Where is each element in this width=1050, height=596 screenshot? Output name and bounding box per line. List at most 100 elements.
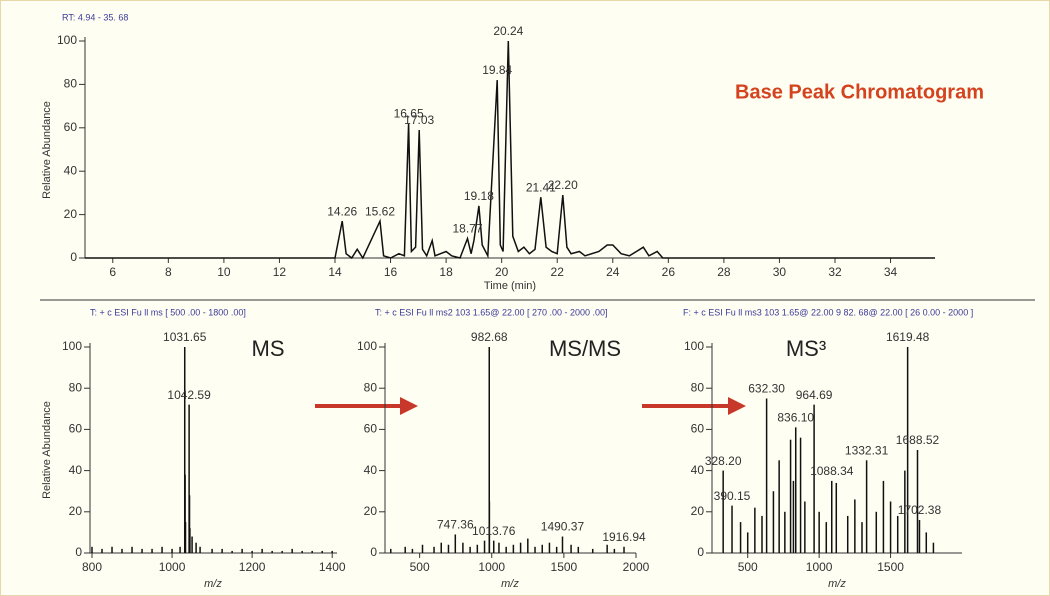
trace	[85, 40, 935, 260]
x-tick-label: 1500	[551, 560, 578, 574]
peak-label: 21.41	[526, 180, 556, 194]
x-tick-label: 32	[828, 265, 842, 279]
x-tick-label: 14	[328, 265, 342, 279]
peak-label: 1332.31	[845, 443, 889, 457]
y-tick-label: 0	[697, 545, 704, 559]
peak-label: 982.68	[471, 330, 508, 344]
peak-label: 1702.38	[898, 503, 942, 517]
peak-label: 1013.76	[472, 524, 516, 538]
chart: T: + c ESI Fu ll ms2 103 1.65@ 22.00 [ 2…	[357, 307, 650, 590]
peak-label: 1042.59	[167, 388, 211, 402]
x-tick-label: 10	[217, 265, 231, 279]
y-tick-label: 40	[691, 463, 705, 477]
chart-title: MS³	[786, 336, 826, 361]
chart: F: + c ESI Fu ll ms3 103 1.65@ 22.00 9 8…	[683, 307, 973, 590]
peak-label: 328.20	[705, 454, 742, 468]
x-tick-label: 800	[82, 560, 102, 574]
y-axis-label: Relative Abundance	[41, 101, 53, 199]
chart: T: + c ESI Fu ll ms [ 500 .00 - 1800 .00…	[41, 307, 346, 590]
y-tick-label: 0	[70, 250, 77, 264]
scan-header: RT: 4.94 - 35. 68	[62, 12, 128, 22]
x-tick-label: 1000	[806, 560, 833, 574]
y-tick-label: 20	[364, 504, 378, 518]
x-tick-label: 2000	[623, 560, 650, 574]
peak-label: 1088.34	[810, 464, 854, 478]
y-tick-label: 100	[62, 339, 82, 353]
peak-label: 1031.65	[163, 330, 207, 344]
x-tick-label: 24	[606, 265, 620, 279]
y-tick-label: 60	[364, 422, 378, 436]
peak-label: 1619.48	[886, 330, 930, 344]
y-tick-label: 60	[691, 422, 705, 436]
peak-label: 836.10	[777, 411, 814, 425]
peak-label: 20.24	[493, 24, 523, 38]
x-tick-label: 16	[384, 265, 398, 279]
arrow-head	[728, 397, 746, 415]
x-axis-label: m/z	[828, 578, 846, 590]
x-tick-label: 1000	[159, 560, 186, 574]
x-tick-label: 22	[551, 265, 565, 279]
y-tick-label: 20	[69, 504, 83, 518]
y-tick-label: 40	[64, 163, 78, 177]
x-tick-label: 500	[738, 560, 758, 574]
arrow-head	[400, 397, 418, 415]
peak-label: 18.77	[452, 222, 482, 236]
x-tick-label: 30	[773, 265, 787, 279]
chart: RT: 4.94 - 35. 68 Base Peak Chromatogram R…	[41, 12, 984, 292]
peak-label: 632.30	[748, 382, 785, 396]
y-tick-label: 80	[691, 380, 705, 394]
chart-title: MS	[252, 336, 285, 361]
y-tick-label: 40	[364, 463, 378, 477]
y-tick-label: 100	[57, 33, 77, 47]
peak-label: 22.20	[548, 178, 578, 192]
peak-label: 964.69	[796, 388, 833, 402]
y-tick-label: 100	[684, 339, 704, 353]
y-tick-label: 20	[691, 504, 705, 518]
x-tick-label: 28	[717, 265, 731, 279]
y-tick-label: 40	[69, 463, 83, 477]
x-tick-label: 1000	[478, 560, 505, 574]
arrow	[642, 397, 746, 415]
x-tick-label: 500	[410, 560, 430, 574]
peak-label: 1490.37	[541, 520, 585, 534]
x-tick-label: 12	[273, 265, 287, 279]
peak-label: 16.65	[394, 107, 424, 121]
y-tick-label: 80	[364, 380, 378, 394]
x-tick-label: 8	[165, 265, 172, 279]
y-tick-label: 20	[64, 207, 78, 221]
chart-title: MS/MS	[549, 336, 621, 361]
scan-header: T: + c ESI Fu ll ms [ 500 .00 - 1800 .00…	[90, 307, 246, 317]
peak-label: 14.26	[327, 204, 357, 218]
y-tick-label: 100	[357, 339, 377, 353]
x-axis-label: Time (min)	[484, 280, 536, 292]
y-tick-label: 0	[370, 545, 377, 559]
x-axis-label: m/z	[501, 578, 519, 590]
x-tick-label: 1500	[877, 560, 904, 574]
y-tick-label: 0	[75, 545, 82, 559]
scan-header: F: + c ESI Fu ll ms3 103 1.65@ 22.00 9 8…	[683, 307, 973, 317]
x-tick-label: 6	[109, 265, 116, 279]
x-axis-label: m/z	[204, 578, 222, 590]
peak-label: 19.84	[482, 63, 512, 77]
y-tick-label: 60	[69, 422, 83, 436]
x-tick-label: 1400	[319, 560, 346, 574]
y-tick-label: 80	[64, 77, 78, 91]
x-tick-label: 18	[439, 265, 453, 279]
x-tick-label: 26	[662, 265, 676, 279]
peak-label: 1916.94	[602, 530, 646, 544]
x-tick-label: 1200	[239, 560, 266, 574]
scan-header: T: + c ESI Fu ll ms2 103 1.65@ 22.00 [ 2…	[375, 307, 608, 317]
chart-title: Base Peak Chromatogram	[735, 81, 984, 103]
x-tick-label: 34	[884, 265, 898, 279]
peak-label: 390.15	[714, 489, 751, 503]
y-tick-label: 80	[69, 380, 83, 394]
y-axis-label: Relative Abundance	[41, 401, 53, 499]
peak-label: 17.03	[404, 113, 434, 127]
arrow	[315, 397, 418, 415]
y-tick-label: 60	[64, 120, 78, 134]
x-tick-label: 20	[495, 265, 509, 279]
peak-label: 15.62	[365, 204, 395, 218]
